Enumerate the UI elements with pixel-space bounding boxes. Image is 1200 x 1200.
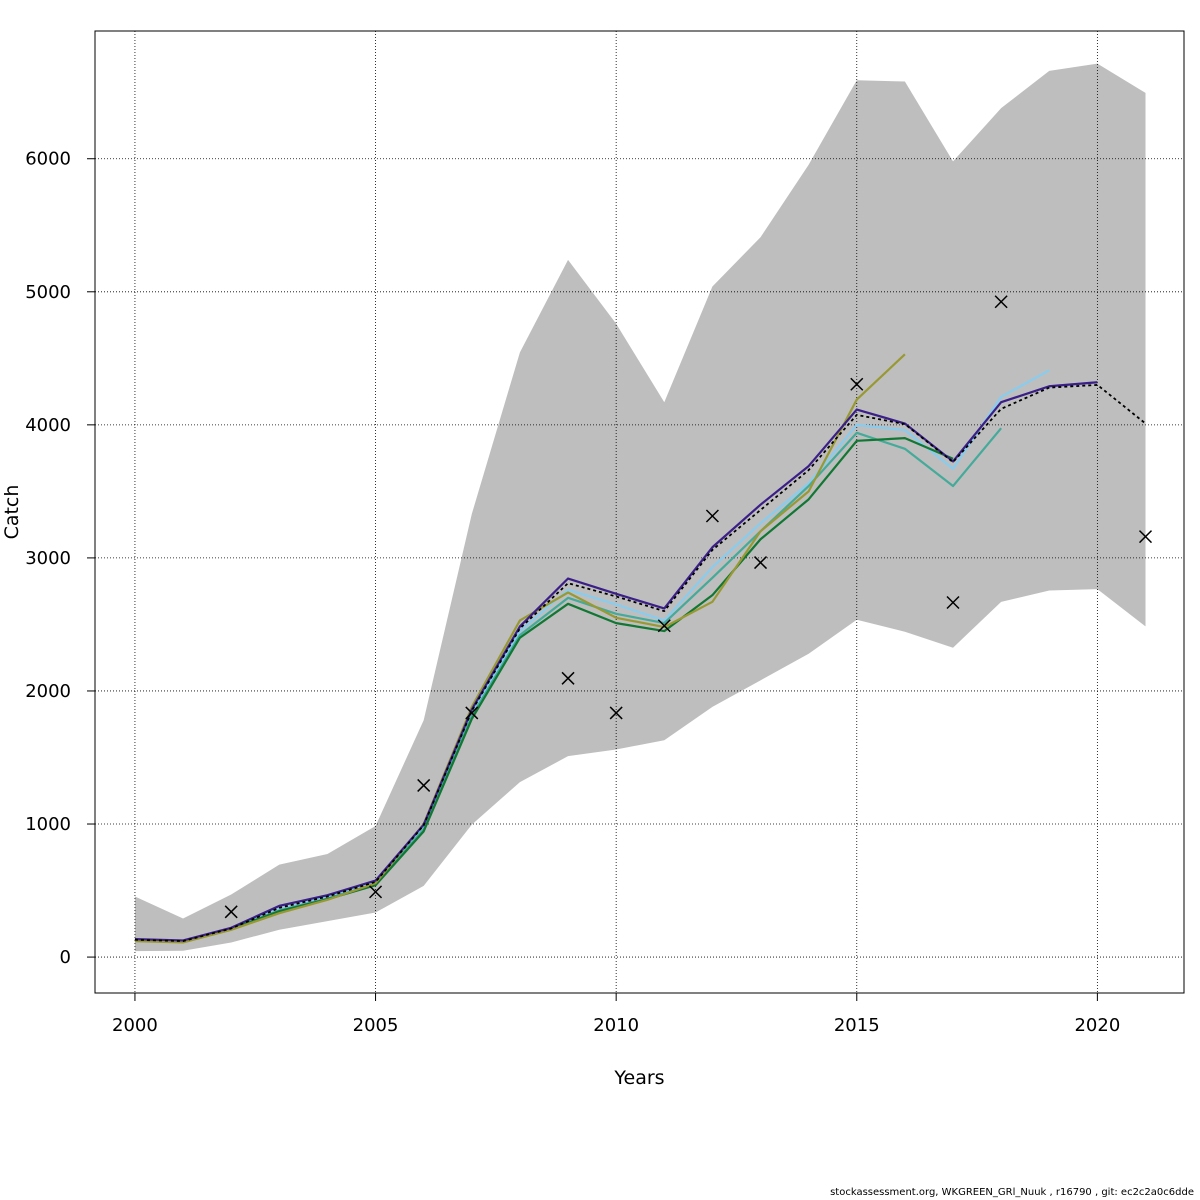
observation-point [753, 556, 768, 570]
series-line-1 [134, 384, 1147, 943]
observation-point [994, 295, 1008, 309]
x-tick-label: 2020 [1074, 1015, 1120, 1036]
observation-point [224, 905, 238, 919]
confidence-band-layer [134, 63, 1146, 952]
y-tick-label: 6000 [25, 149, 71, 170]
observation-point [369, 885, 383, 899]
observation-point [1138, 530, 1153, 544]
series-line-5 [134, 437, 954, 943]
observation-point [417, 778, 431, 792]
y-tick-label: 4000 [25, 415, 71, 436]
x-tick-label: 2015 [834, 1015, 880, 1036]
x-tick-label: 2010 [593, 1015, 639, 1036]
footer-caption: stockassessment.org, WKGREEN_GRl_Nuuk , … [830, 1187, 1194, 1198]
y-tick-label: 5000 [25, 282, 71, 303]
series-layer [134, 353, 1147, 944]
y-axis-title: Catch [1, 485, 23, 540]
observation-point [465, 706, 479, 720]
grid-layer [95, 31, 1184, 993]
y-tick-label: 3000 [25, 548, 71, 569]
series-line-6 [134, 353, 906, 944]
y-tick-label: 1000 [25, 814, 71, 835]
x-axis-title: Years [613, 1067, 664, 1089]
axes-layer: 2000 2005 2010 2015 2020 0 1000 2000 3000 4000 500… [25, 149, 1120, 1036]
y-tick-label: 0 [60, 947, 71, 968]
observation-point [850, 377, 864, 391]
x-tick-label: 2000 [112, 1015, 158, 1036]
observation-point [561, 671, 575, 685]
confidence-band [134, 63, 1146, 952]
observation-point [657, 619, 671, 633]
series-line-3 [134, 369, 1050, 943]
observation-point [705, 509, 719, 523]
observations-layer [224, 295, 1153, 919]
x-tick-label: 2005 [353, 1015, 399, 1036]
y-tick-label: 2000 [25, 681, 71, 702]
observation-point [946, 595, 960, 610]
observation-point [609, 706, 623, 720]
